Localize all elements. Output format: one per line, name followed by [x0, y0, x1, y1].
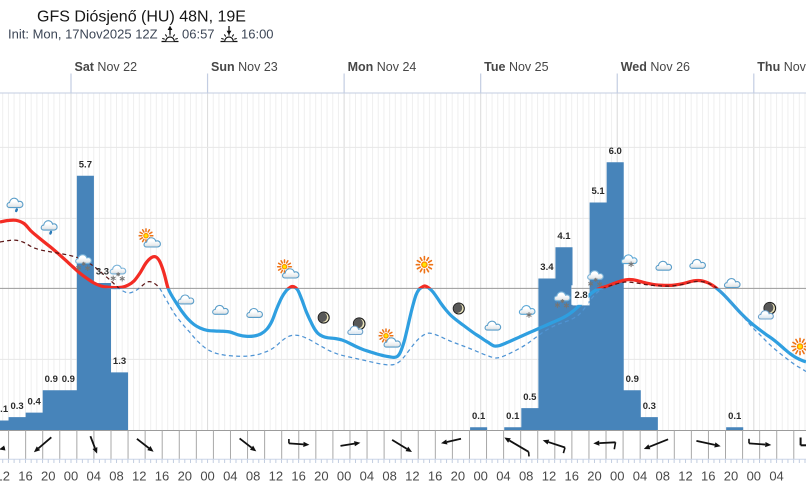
svg-text:08: 08 [246, 469, 260, 484]
svg-text:16:00: 16:00 [241, 27, 274, 42]
svg-text:00: 00 [610, 469, 624, 484]
svg-text:08: 08 [109, 469, 123, 484]
svg-text:04: 04 [496, 469, 510, 484]
svg-text:Tue Nov 25: Tue Nov 25 [484, 60, 548, 74]
svg-text:0.1: 0.1 [0, 404, 9, 415]
svg-text:04: 04 [87, 469, 101, 484]
svg-text:12: 12 [542, 469, 556, 484]
svg-text:04: 04 [633, 469, 647, 484]
svg-text:00: 00 [337, 469, 351, 484]
svg-text:4.1: 4.1 [557, 231, 571, 242]
svg-text:Sat Nov 22: Sat Nov 22 [75, 60, 138, 74]
svg-text:0.3: 0.3 [643, 401, 656, 412]
svg-text:Thu Nov 27: Thu Nov 27 [757, 60, 806, 74]
svg-text:5.1: 5.1 [592, 186, 606, 197]
svg-text:0.1: 0.1 [472, 411, 486, 422]
svg-text:12: 12 [678, 469, 692, 484]
svg-text:0.1: 0.1 [728, 411, 742, 422]
svg-text:0.4: 0.4 [28, 396, 42, 407]
svg-text:08: 08 [382, 469, 396, 484]
svg-text:20: 20 [451, 469, 465, 484]
svg-text:1.3: 1.3 [113, 356, 126, 367]
svg-text:20: 20 [587, 469, 601, 484]
svg-text:16: 16 [291, 469, 305, 484]
svg-text:06:57: 06:57 [182, 27, 215, 42]
svg-text:Wed Nov 26: Wed Nov 26 [621, 60, 690, 74]
svg-text:04: 04 [223, 469, 237, 484]
svg-text:16: 16 [564, 469, 578, 484]
svg-text:0.9: 0.9 [62, 374, 75, 385]
svg-text:12: 12 [405, 469, 419, 484]
svg-text:08: 08 [656, 469, 670, 484]
svg-text:3.4: 3.4 [540, 262, 554, 273]
svg-text:20: 20 [314, 469, 328, 484]
svg-text:00: 00 [747, 469, 761, 484]
svg-text:GFS Diósjenő (HU) 48N, 19E: GFS Diósjenő (HU) 48N, 19E [37, 9, 246, 26]
svg-text:12: 12 [132, 469, 146, 484]
svg-text:Mon Nov 24: Mon Nov 24 [348, 60, 417, 74]
svg-text:3.3: 3.3 [96, 267, 109, 278]
svg-text:6.0: 6.0 [609, 146, 622, 157]
svg-text:16: 16 [155, 469, 169, 484]
svg-text:00: 00 [473, 469, 487, 484]
svg-text:16: 16 [428, 469, 442, 484]
svg-text:16: 16 [701, 469, 715, 484]
svg-text:04: 04 [769, 469, 783, 484]
svg-text:0.9: 0.9 [626, 374, 639, 385]
svg-text:08: 08 [519, 469, 533, 484]
svg-text:16: 16 [18, 469, 32, 484]
svg-text:0.3: 0.3 [11, 401, 24, 412]
svg-text:0.1: 0.1 [506, 411, 520, 422]
svg-text:00: 00 [64, 469, 78, 484]
svg-text:00: 00 [200, 469, 214, 484]
svg-text:20: 20 [724, 469, 738, 484]
svg-text:12: 12 [0, 469, 10, 484]
svg-text:04: 04 [360, 469, 374, 484]
svg-text:5.7: 5.7 [79, 159, 92, 170]
svg-text:20: 20 [41, 469, 55, 484]
svg-text:12: 12 [269, 469, 283, 484]
svg-text:2.8: 2.8 [574, 290, 587, 301]
svg-text:20: 20 [178, 469, 192, 484]
svg-text:0.9: 0.9 [45, 374, 58, 385]
svg-text:Sun Nov 23: Sun Nov 23 [211, 60, 278, 74]
svg-text:0.5: 0.5 [523, 392, 537, 403]
svg-text:Init: Mon, 17Nov2025 12Z: Init: Mon, 17Nov2025 12Z [8, 27, 158, 42]
